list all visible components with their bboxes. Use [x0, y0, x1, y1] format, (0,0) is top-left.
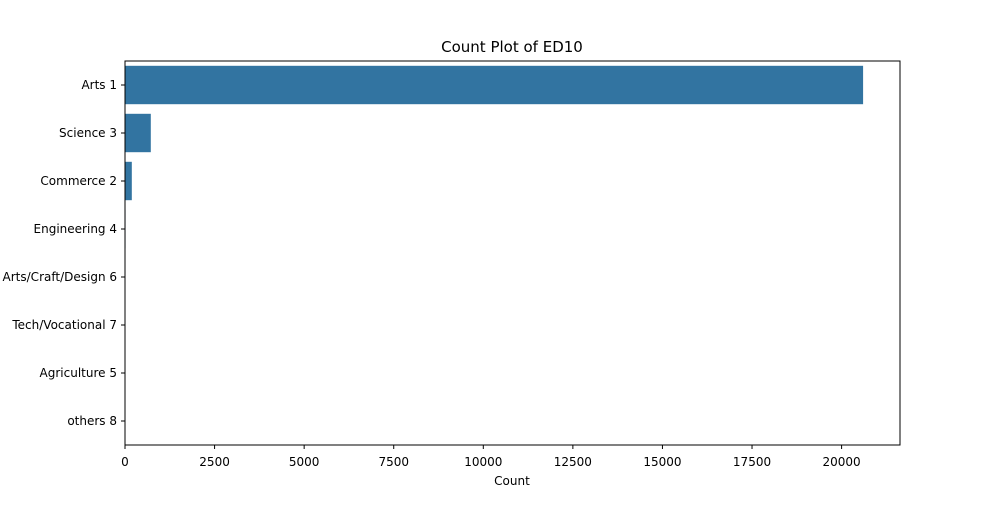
- x-tick-label: 10000: [464, 455, 502, 469]
- y-tick-label: Agriculture 5: [40, 366, 117, 380]
- x-tick-label: 5000: [289, 455, 320, 469]
- y-tick-label: Tech/Vocational 7: [11, 318, 117, 332]
- y-tick-label: Engineering 4: [34, 222, 117, 236]
- y-axis-ticks: Arts 1 Science 3 Commerce 2 Engineering 4 Fi…: [0, 78, 125, 428]
- x-tick-label: 15000: [643, 455, 681, 469]
- y-tick-label: Science 3: [59, 126, 117, 140]
- bar-science-3: [125, 114, 151, 152]
- plot-frame: [125, 61, 900, 445]
- x-tick-label: 7500: [378, 455, 409, 469]
- bars-group: [125, 66, 863, 440]
- x-axis-label: Count: [494, 474, 530, 488]
- y-tick-label: Commerce 2: [40, 174, 117, 188]
- y-tick-label: Fine Arts/Craft/Design 6: [0, 270, 117, 284]
- x-tick-label: 20000: [823, 455, 861, 469]
- x-tick-label: 17500: [733, 455, 771, 469]
- bar-arts-1: [125, 66, 863, 104]
- x-tick-label: 0: [121, 455, 129, 469]
- y-tick-label: Arts 1: [81, 78, 117, 92]
- chart-title: Count Plot of ED10: [441, 38, 583, 56]
- y-tick-label: others 8: [67, 414, 117, 428]
- x-tick-label: 12500: [554, 455, 592, 469]
- bar-commerce-2: [125, 162, 132, 200]
- x-axis-ticks: 0 2500 5000 7500 10000 12500 15000 17500 20000: [121, 445, 861, 469]
- x-tick-label: 2500: [199, 455, 230, 469]
